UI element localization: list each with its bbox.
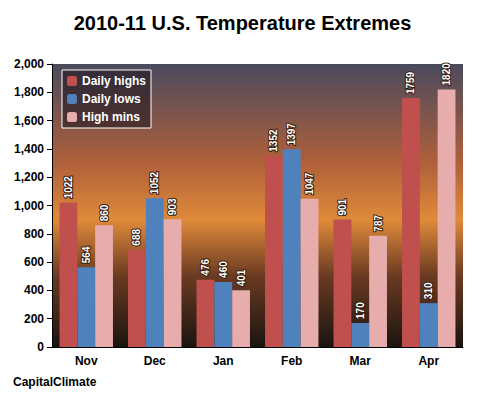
svg-text:1759: 1759	[405, 71, 416, 94]
svg-text:CapitalClimate: CapitalClimate	[13, 375, 97, 389]
svg-text:787: 787	[373, 215, 384, 232]
svg-text:Feb: Feb	[281, 354, 302, 368]
svg-text:Dec: Dec	[144, 354, 166, 368]
svg-text:1,400: 1,400	[14, 142, 44, 156]
svg-text:1,600: 1,600	[14, 114, 44, 128]
svg-text:Jan: Jan	[213, 354, 234, 368]
svg-text:0: 0	[37, 340, 44, 354]
svg-text:564: 564	[81, 246, 92, 263]
svg-text:1,800: 1,800	[14, 85, 44, 99]
svg-text:903: 903	[167, 198, 178, 215]
svg-text:600: 600	[24, 255, 44, 269]
svg-text:800: 800	[24, 227, 44, 241]
svg-text:1022: 1022	[63, 176, 74, 199]
svg-text:200: 200	[24, 312, 44, 326]
svg-text:Daily highs: Daily highs	[82, 74, 146, 88]
svg-text:Apr: Apr	[418, 354, 439, 368]
svg-text:1047: 1047	[304, 172, 315, 195]
svg-text:1352: 1352	[268, 129, 279, 152]
svg-text:1,200: 1,200	[14, 170, 44, 184]
svg-text:476: 476	[200, 259, 211, 276]
svg-text:Mar: Mar	[350, 354, 372, 368]
svg-text:1397: 1397	[286, 123, 297, 146]
svg-text:1820: 1820	[441, 63, 452, 86]
svg-text:Nov: Nov	[75, 354, 98, 368]
svg-text:Daily lows: Daily lows	[82, 92, 141, 106]
svg-text:400: 400	[24, 283, 44, 297]
svg-text:2,000: 2,000	[14, 57, 44, 71]
svg-text:1,000: 1,000	[14, 199, 44, 213]
svg-text:2010-11 U.S. Temperature Extre: 2010-11 U.S. Temperature Extremes	[74, 12, 412, 34]
svg-text:High mins: High mins	[82, 110, 140, 124]
svg-text:1052: 1052	[149, 171, 160, 194]
svg-text:901: 901	[337, 198, 348, 215]
svg-text:310: 310	[423, 282, 434, 299]
svg-text:170: 170	[355, 302, 366, 319]
svg-text:401: 401	[236, 269, 247, 286]
svg-text:860: 860	[99, 204, 110, 221]
svg-text:460: 460	[218, 261, 229, 278]
svg-text:688: 688	[131, 229, 142, 246]
